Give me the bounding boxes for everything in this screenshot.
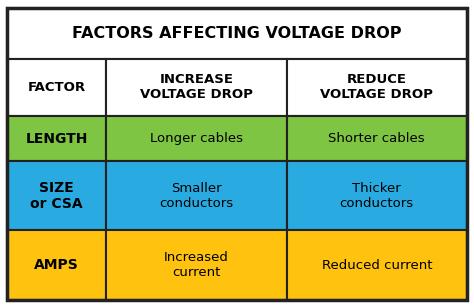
Text: Reduced current: Reduced current — [321, 259, 432, 272]
Bar — [106, 116, 287, 161]
Text: Shorter cables: Shorter cables — [328, 132, 425, 145]
Bar — [287, 116, 467, 161]
Bar — [7, 116, 106, 161]
Bar — [287, 161, 467, 230]
Text: REDUCE
VOLTAGE DROP: REDUCE VOLTAGE DROP — [320, 73, 433, 101]
Text: INCREASE
VOLTAGE DROP: INCREASE VOLTAGE DROP — [140, 73, 253, 101]
Bar — [106, 161, 287, 230]
Bar — [106, 59, 287, 116]
Bar — [7, 230, 106, 300]
Text: Thicker
conductors: Thicker conductors — [340, 182, 414, 210]
Bar — [106, 230, 287, 300]
Text: FACTORS AFFECTING VOLTAGE DROP: FACTORS AFFECTING VOLTAGE DROP — [72, 26, 402, 41]
Bar — [287, 59, 467, 116]
Bar — [287, 230, 467, 300]
Text: LENGTH: LENGTH — [25, 132, 88, 146]
Bar — [7, 161, 106, 230]
Text: FACTOR: FACTOR — [27, 81, 86, 94]
Text: Smaller
conductors: Smaller conductors — [159, 182, 233, 210]
Text: Longer cables: Longer cables — [150, 132, 243, 145]
Text: AMPS: AMPS — [34, 258, 79, 272]
Text: Increased
current: Increased current — [164, 251, 229, 279]
Bar — [7, 8, 467, 59]
Bar — [7, 59, 106, 116]
Text: SIZE
or CSA: SIZE or CSA — [30, 180, 83, 211]
